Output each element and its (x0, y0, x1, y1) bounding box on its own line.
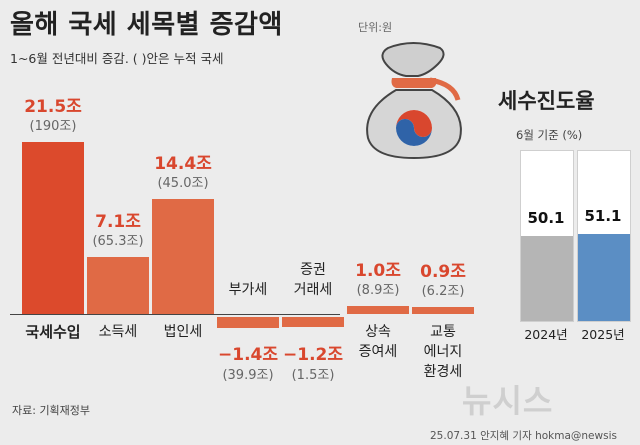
progress-category-1: 2025년 (581, 327, 625, 342)
category-label-2: 법인세 (163, 324, 203, 340)
bar-5 (347, 306, 409, 314)
chart-subtitle: 1~6월 전년대비 증감. ( )안은 누적 국세 (10, 51, 224, 66)
value-label-1: 7.1조 (95, 212, 141, 233)
cumulative-label-5: (8.9조) (356, 283, 400, 298)
watermark-logo: 뉴시스 (462, 382, 554, 420)
category-label-6: 교통 에너지 환경세 (423, 324, 463, 380)
bar-2 (152, 198, 214, 314)
cumulative-label-1: (65.3조) (92, 234, 144, 250)
zero-baseline (10, 314, 340, 315)
bar-0 (22, 142, 84, 314)
category-label-3: 부가세 (228, 282, 268, 298)
bar-3 (217, 317, 279, 329)
money-bag-icon (366, 42, 462, 160)
progress-bar-0 (520, 150, 574, 322)
bar-4 (282, 317, 344, 327)
category-label-5: 상속 증여세 (358, 324, 398, 360)
category-label-0: 국세수입 (25, 323, 81, 341)
category-label-4: 증권 거래세 (293, 262, 333, 298)
cumulative-label-4: (1.5조) (291, 368, 335, 383)
progress-fill-0 (521, 235, 573, 321)
bar-1 (87, 257, 149, 314)
unit-label: 단위:원 (358, 21, 393, 34)
progress-bar-1 (577, 150, 631, 322)
value-label-6: 0.9조 (420, 261, 466, 282)
progress-category-0: 2024년 (524, 327, 568, 342)
progress-value-1: 51.1 (584, 207, 622, 226)
value-label-4: −1.2조 (283, 345, 343, 365)
value-label-5: 1.0조 (355, 261, 401, 281)
credit-line: 25.07.31 안지혜 기자 hokma@newsis (430, 430, 617, 442)
progress-fill-1 (578, 234, 630, 321)
bar-6 (412, 306, 474, 314)
value-label-2: 14.4조 (154, 153, 212, 174)
cumulative-label-6: (6.2조) (421, 283, 465, 299)
progress-chart-title: 세수진도율 (498, 89, 595, 113)
category-label-1: 소득세 (98, 324, 138, 340)
cumulative-label-0: (190조) (29, 119, 77, 134)
value-label-3: −1.4조 (218, 345, 278, 365)
cumulative-label-3: (39.9조) (222, 368, 274, 383)
progress-value-0: 50.1 (527, 208, 565, 227)
value-label-0: 21.5조 (24, 97, 82, 117)
cumulative-label-2: (45.0조) (157, 175, 209, 191)
source-note: 자료: 기획재정부 (12, 404, 91, 417)
page-title: 올해 국세 세목별 증감액 (10, 10, 283, 40)
progress-chart-subtitle: 6월 기준 (%) (516, 128, 583, 142)
